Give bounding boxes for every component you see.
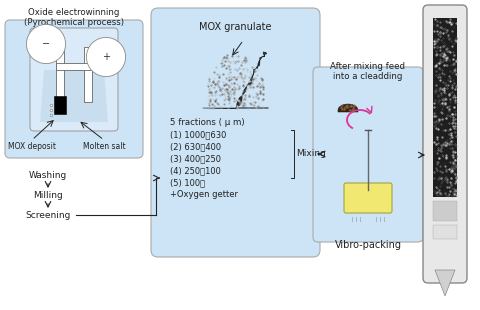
- Polygon shape: [40, 70, 108, 122]
- Text: Vibro-packing: Vibro-packing: [335, 240, 401, 250]
- Bar: [56, 47, 64, 102]
- Bar: [433, 225, 457, 239]
- Polygon shape: [203, 52, 268, 109]
- Bar: [433, 18, 457, 197]
- Text: −: −: [42, 39, 50, 49]
- Text: After mixing feed
into a cleadding: After mixing feed into a cleadding: [331, 62, 406, 82]
- FancyBboxPatch shape: [344, 183, 392, 213]
- Text: (3) 400～250: (3) 400～250: [170, 154, 221, 163]
- Bar: [84, 47, 92, 102]
- Bar: [56, 63, 92, 70]
- FancyBboxPatch shape: [5, 20, 143, 158]
- Polygon shape: [435, 270, 455, 296]
- Bar: [54, 96, 66, 114]
- Text: Washing: Washing: [29, 170, 67, 179]
- Text: (1) 1000～630: (1) 1000～630: [170, 130, 227, 139]
- Text: +: +: [102, 52, 110, 62]
- Text: 5 fractions ( μ m): 5 fractions ( μ m): [170, 118, 245, 127]
- FancyBboxPatch shape: [423, 5, 467, 283]
- Text: Milling: Milling: [33, 191, 63, 200]
- Text: Oxide electrowinning
(Pyrochemical process): Oxide electrowinning (Pyrochemical proce…: [24, 8, 124, 27]
- Text: MOX granulate: MOX granulate: [199, 22, 272, 32]
- FancyBboxPatch shape: [30, 28, 118, 131]
- Text: (4) 250～100: (4) 250～100: [170, 166, 221, 175]
- Polygon shape: [338, 104, 358, 112]
- Text: Mixing: Mixing: [296, 149, 326, 158]
- Text: +Oxygen getter: +Oxygen getter: [170, 190, 238, 199]
- Bar: [433, 201, 457, 221]
- Text: Screening: Screening: [25, 210, 71, 219]
- Text: (2) 630～400: (2) 630～400: [170, 142, 221, 151]
- Text: (5) 100～: (5) 100～: [170, 178, 205, 187]
- FancyBboxPatch shape: [313, 67, 423, 242]
- Text: MOX deposit: MOX deposit: [8, 142, 56, 151]
- FancyBboxPatch shape: [151, 8, 320, 257]
- Text: Molten salt: Molten salt: [83, 142, 125, 151]
